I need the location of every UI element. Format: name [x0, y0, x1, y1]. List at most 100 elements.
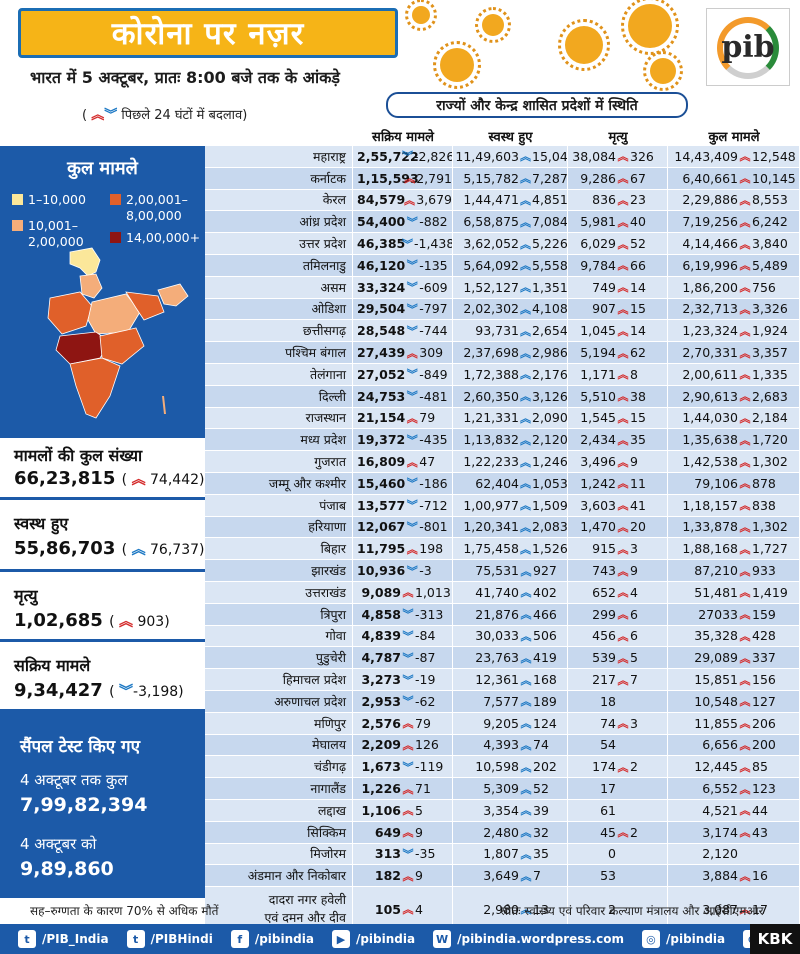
up-arrow-icon: ︽	[402, 782, 414, 796]
twitter-icon: t	[18, 930, 36, 948]
total-count-label: मामलों की कुल संख्या	[14, 446, 143, 465]
deaths-change: 62	[630, 345, 646, 361]
active-change: 3,679	[416, 192, 452, 208]
table-row: दादरा नगर हवेली एवं दमन और दीव 105 ︽ 4 2,980 ︽…	[205, 887, 800, 933]
total-value: 4,521	[702, 802, 738, 818]
recovered-change: 402	[533, 584, 557, 600]
recovered-change: 2,083	[532, 519, 568, 535]
active-change: 5	[415, 802, 423, 818]
deaths-cell: 299 ︽ 6	[568, 603, 668, 625]
up-arrow-icon: ︽	[617, 586, 629, 600]
recovered-value: 62,404	[475, 475, 519, 491]
up-arrow-icon: ︽	[520, 172, 531, 186]
recovered-value: 11,49,603	[455, 148, 519, 164]
social-link[interactable]: ▶ /pibindia	[331, 930, 415, 948]
social-link[interactable]: t/PIBHindi	[126, 930, 213, 948]
up-arrow-icon: ︽	[520, 629, 532, 643]
active-value: 4,839	[361, 628, 401, 644]
total-count-change-group: ( ︽ 74,442)	[121, 472, 205, 488]
social-label: /PIB_India	[42, 932, 109, 946]
state-cell: तेलंगाना	[205, 363, 353, 385]
total-value: 2,70,331	[682, 345, 738, 361]
total-change: 43	[752, 824, 768, 840]
virus-illustration	[433, 41, 481, 89]
social-link[interactable]: t/PIB_India	[18, 930, 109, 948]
up-arrow-icon: ︽	[739, 608, 751, 622]
recovered-change: 52	[533, 781, 549, 796]
table-row: केरल 84,579 ︽ 3,679 1,44,471 ︽ 4,851 836 ︽ 23 2,29…	[205, 189, 800, 212]
total-change: 12,548	[752, 148, 796, 164]
state-name: छत्तीसगढ़	[302, 323, 346, 339]
active-change: -3	[419, 563, 432, 579]
total-change: 206	[752, 715, 776, 731]
up-arrow-icon: ︽	[739, 237, 751, 251]
active-value: 46,385	[357, 236, 406, 252]
up-arrow-icon: ︽	[739, 281, 751, 295]
state-cell: महाराष्ट्र	[205, 146, 353, 167]
total-value: 27033	[698, 606, 738, 622]
state-cell: लद्दाख	[205, 799, 353, 821]
active-value: 105	[374, 901, 401, 917]
state-name: झारखंड	[311, 563, 346, 579]
up-arrow-icon: ︽	[617, 673, 629, 687]
recovered-value: 23,763	[475, 650, 519, 666]
deaths-value: 74	[600, 715, 616, 731]
active-value: 19,372	[357, 432, 406, 448]
table-row: त्रिपुरा 4,858 ︾ -313 21,876 ︽ 466 299 ︽ 6 27033 ︽ 1…	[205, 603, 800, 626]
total-cell: 10,548 ︽ 127	[668, 690, 800, 712]
up-arrow-icon: ︽	[520, 433, 531, 447]
total-value: 1,44,030	[682, 410, 738, 426]
recovered-change: 5,226	[532, 236, 568, 252]
total-value: 3,174	[702, 824, 738, 840]
social-link[interactable]: f/pibindia	[230, 930, 314, 948]
active-change: 79	[415, 715, 431, 731]
up-arrow-icon: ︽	[520, 390, 531, 404]
deaths-cell: 45 ︽ 2	[568, 821, 668, 843]
table-header: सक्रिय मामले स्वस्थ हुए मृत्यु कुल मामले	[205, 126, 800, 146]
active-change: 47	[419, 454, 436, 470]
active-value: 9,089	[361, 584, 401, 600]
deaths-value: 1,242	[580, 475, 616, 491]
active-cell: 10,936 ︾ -3	[353, 560, 453, 581]
state-cell: झारखंड	[205, 560, 353, 581]
up-arrow-icon: ︽	[739, 586, 751, 600]
up-arrow-icon: ︽	[520, 804, 532, 818]
total-value: 6,19,996	[682, 257, 738, 273]
active-cell: 182 ︽ 9	[353, 865, 453, 887]
up-arrow-icon: ︽	[617, 302, 629, 316]
up-arrow-icon: ︽	[617, 259, 629, 273]
up-arrow-icon: ︽	[520, 564, 532, 578]
up-arrow-icon: ︽	[520, 215, 531, 229]
facebook-icon: f	[230, 930, 249, 948]
social-link[interactable]: W/pibindia.wordpress.com	[433, 930, 624, 948]
active-cell: 12,067 ︾ -801	[353, 516, 453, 538]
total-cell: 1,86,200 ︽ 756	[668, 276, 800, 298]
active-change: -435	[419, 432, 448, 448]
up-arrow-icon: ︽	[617, 760, 629, 774]
up-arrow-icon: ︽	[617, 826, 629, 840]
deaths-cell: 5,194 ︽ 62	[568, 342, 668, 363]
deaths-cell: 0	[568, 843, 668, 865]
state-name: तमिलनाडु	[302, 257, 346, 273]
active-cell: 24,753 ︾ -481	[353, 385, 453, 407]
recovered-cell: 1,75,458 ︽ 1,526	[453, 538, 568, 560]
table-row: राजस्थान 21,154 ︽ 79 1,21,331 ︽ 2,090 1,545 ︽ 15 1…	[205, 407, 800, 430]
total-value: 2,120	[702, 846, 738, 862]
up-arrow-icon: ︽	[520, 847, 532, 861]
deaths-value: 217	[592, 672, 616, 688]
total-cell: 1,23,324 ︽ 1,924	[668, 320, 800, 342]
active-value: 21,154	[357, 410, 406, 426]
page-title: कोरोना पर नज़र	[111, 16, 305, 52]
social-label: /pibindia	[665, 932, 726, 946]
recovered-cell: 5,15,782 ︽ 7,287	[453, 167, 568, 189]
active-cell: 28,548 ︾ -744	[353, 320, 453, 342]
table-row: मिजोरम 313 ︾ -35 1,807 ︽ 35 0 2,120	[205, 843, 800, 866]
state-cell: अंडमान और निकोबार	[205, 865, 353, 887]
recovered-value: 1,72,388	[463, 366, 519, 382]
active-value: 54,400	[357, 214, 406, 230]
deaths-value: 3,603	[580, 497, 616, 513]
active-value: 1,673	[361, 759, 401, 775]
social-link[interactable]: ◎ /pibindia	[641, 930, 726, 948]
table-row: कर्नाटक 1,15,593 ︽ 2,791 5,15,782 ︽ 7,287 9,286…	[205, 167, 800, 190]
deaths-value: 299	[592, 606, 616, 622]
